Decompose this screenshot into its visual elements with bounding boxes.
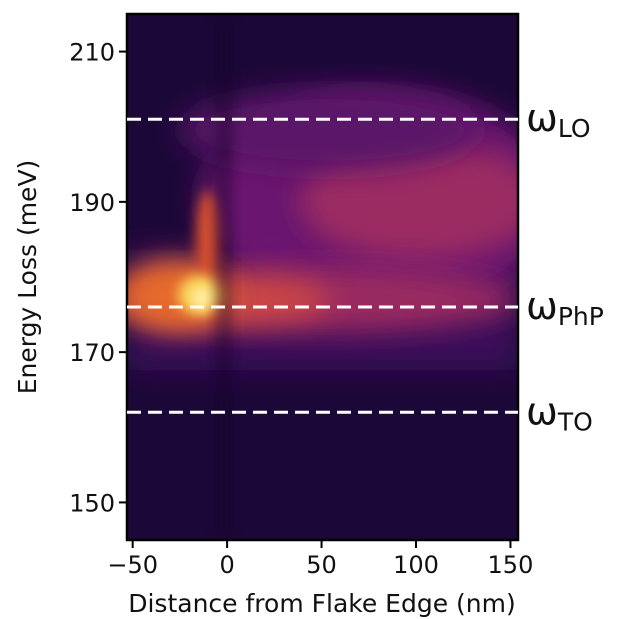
x-axis-label: Distance from Flake Edge (nm) <box>128 589 516 618</box>
x-tick-label: 0 <box>219 551 234 579</box>
reference-label: ωTO <box>526 389 593 436</box>
y-tick-label: 170 <box>69 339 115 367</box>
reference-subscript: LO <box>558 114 591 143</box>
x-tick-label: 50 <box>306 551 337 579</box>
reference-subscript: TO <box>557 407 593 436</box>
x-tick-label: 100 <box>393 551 439 579</box>
reference-subscript: PhP <box>558 302 604 331</box>
reference-symbol: ω <box>526 96 558 140</box>
reference-label: ωLO <box>526 96 591 143</box>
x-tick-label: −50 <box>107 551 158 579</box>
reference-label: ωPhP <box>526 284 604 331</box>
y-tick-label: 150 <box>69 489 115 517</box>
y-axis-label: Energy Loss (meV) <box>13 160 42 395</box>
x-tick-label: 150 <box>488 551 534 579</box>
y-tick-label: 210 <box>69 39 115 67</box>
reference-symbol: ω <box>526 284 558 328</box>
heatmap <box>127 14 518 540</box>
reference-symbol: ω <box>526 389 558 433</box>
y-tick-label: 190 <box>69 189 115 217</box>
